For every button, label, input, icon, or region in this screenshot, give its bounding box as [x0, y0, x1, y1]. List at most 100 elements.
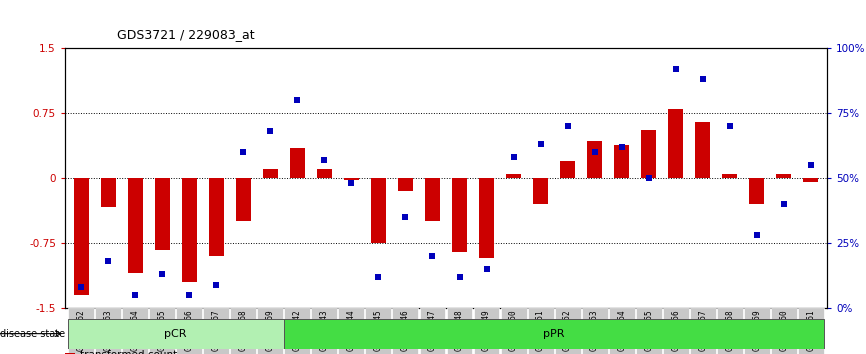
Bar [68, 319, 284, 349]
Text: GSM559068: GSM559068 [239, 309, 248, 351]
Point [615, 144, 629, 149]
Bar [804, 178, 818, 182]
Point [750, 232, 764, 238]
Bar [182, 178, 197, 282]
Bar [474, 308, 500, 354]
Bar [798, 308, 824, 354]
Bar [365, 308, 391, 354]
Point [507, 154, 520, 160]
Text: GSM559064: GSM559064 [131, 309, 139, 351]
Bar [339, 308, 365, 354]
Bar [669, 108, 683, 178]
Bar [425, 178, 440, 221]
Bar [68, 308, 94, 354]
Text: GSM559046: GSM559046 [401, 309, 410, 351]
Point [398, 214, 412, 220]
Text: GSM559067: GSM559067 [212, 309, 221, 351]
Bar [479, 178, 494, 258]
Bar [506, 173, 521, 178]
Point [290, 97, 304, 103]
Point [101, 258, 115, 264]
Bar [177, 308, 203, 354]
Text: GSM559055: GSM559055 [644, 309, 653, 351]
Bar [419, 308, 445, 354]
Bar [695, 121, 710, 178]
Bar [371, 178, 386, 243]
Text: GSM559061: GSM559061 [806, 309, 815, 351]
Text: GSM559057: GSM559057 [698, 309, 708, 351]
Bar [284, 308, 310, 354]
Point [695, 76, 709, 82]
Point [318, 157, 332, 162]
Text: GSM559051: GSM559051 [536, 309, 545, 351]
Text: GSM559058: GSM559058 [725, 309, 734, 351]
Bar [689, 308, 715, 354]
Bar [284, 319, 824, 349]
Text: GSM559044: GSM559044 [347, 309, 356, 351]
Point [183, 292, 197, 298]
Bar [452, 178, 467, 252]
Bar [636, 308, 662, 354]
Point [777, 201, 791, 207]
Text: GSM559052: GSM559052 [563, 309, 572, 351]
Bar [533, 178, 548, 204]
Bar [641, 130, 656, 178]
Point [533, 141, 547, 147]
Bar [722, 173, 737, 178]
Bar [771, 308, 797, 354]
Text: GSM559053: GSM559053 [590, 309, 599, 351]
Bar [236, 178, 251, 221]
Bar [609, 308, 635, 354]
Bar [662, 308, 688, 354]
Text: pPR: pPR [543, 329, 565, 339]
Bar [95, 308, 121, 354]
Bar [290, 148, 305, 178]
Text: GSM559050: GSM559050 [509, 309, 518, 351]
Bar [128, 178, 143, 273]
Point [263, 128, 277, 134]
Bar [100, 178, 116, 206]
Bar [614, 145, 629, 178]
Point [560, 123, 574, 129]
Bar [776, 173, 792, 178]
Bar [312, 308, 338, 354]
Bar [392, 308, 418, 354]
Bar [263, 169, 278, 178]
Bar [74, 178, 88, 295]
Text: GSM559043: GSM559043 [320, 309, 329, 351]
Bar [344, 178, 359, 181]
Point [74, 284, 88, 290]
Bar [447, 308, 473, 354]
Bar [582, 308, 608, 354]
Text: pCR: pCR [165, 329, 187, 339]
Text: GSM559065: GSM559065 [158, 309, 167, 351]
Text: GSM559045: GSM559045 [374, 309, 383, 351]
Bar [155, 178, 170, 250]
Text: GSM559042: GSM559042 [293, 309, 302, 351]
Point [210, 282, 223, 287]
Text: GSM559062: GSM559062 [77, 309, 86, 351]
Point [588, 149, 602, 155]
Bar [501, 308, 527, 354]
Text: GSM559049: GSM559049 [482, 309, 491, 351]
Text: GSM559054: GSM559054 [617, 309, 626, 351]
Point [453, 274, 467, 280]
Bar [560, 161, 575, 178]
Text: GSM559069: GSM559069 [266, 309, 275, 351]
Point [669, 66, 682, 72]
Bar [122, 308, 148, 354]
Point [425, 253, 439, 259]
Bar [149, 308, 175, 354]
Text: GSM559060: GSM559060 [779, 309, 788, 351]
Bar [587, 141, 602, 178]
Point [804, 162, 818, 168]
Text: disease state: disease state [0, 329, 65, 339]
Text: GDS3721 / 229083_at: GDS3721 / 229083_at [117, 28, 255, 41]
Point [236, 149, 250, 155]
Bar [204, 308, 229, 354]
Bar [749, 178, 764, 204]
Bar [527, 308, 553, 354]
Point [723, 123, 737, 129]
Text: GSM559059: GSM559059 [753, 309, 761, 351]
Text: GSM559056: GSM559056 [671, 309, 680, 351]
